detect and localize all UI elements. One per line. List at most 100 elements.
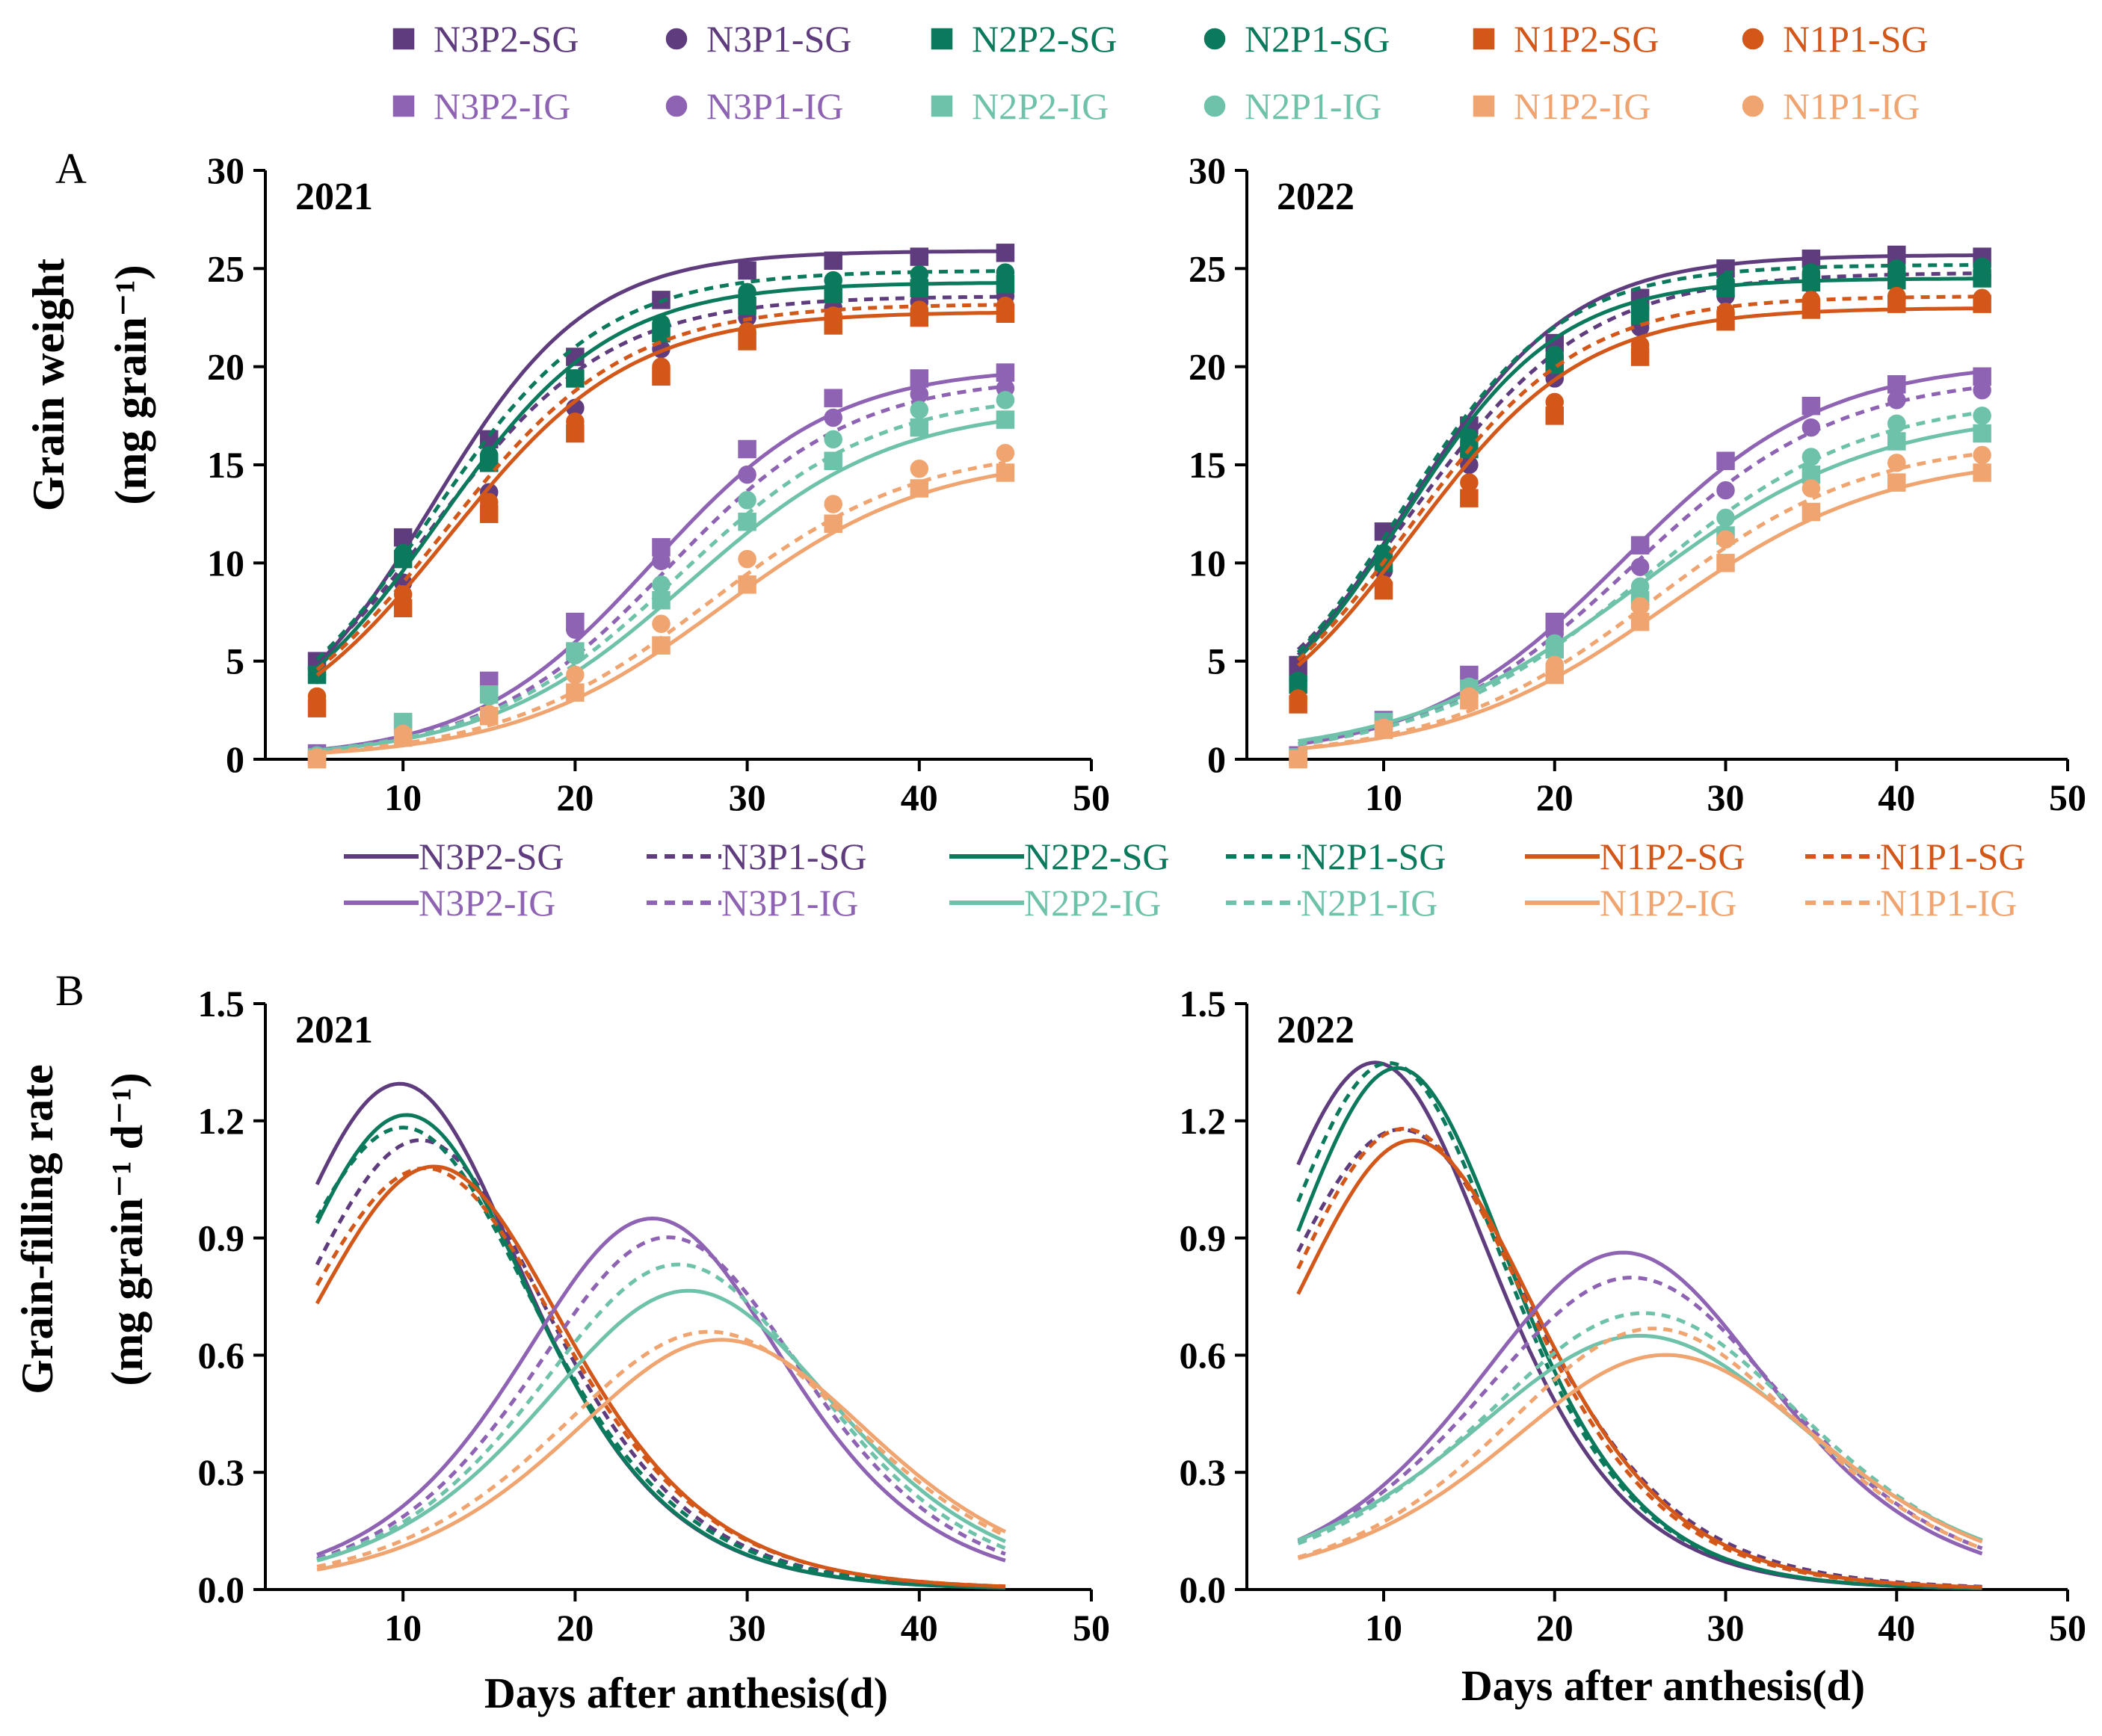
a-2021-series-n3p2-sg-point: [393, 528, 413, 547]
a-2022-series-n1p1-sg-point: [1289, 689, 1307, 708]
a-2022-series-n1p1-sg-point: [1460, 473, 1479, 492]
a-2021-series-n3p2-sg-point: [824, 251, 842, 271]
a-2022-y-tick-label: 10: [1189, 542, 1226, 584]
a-2022-series-n2p1-ig-point: [1630, 577, 1650, 596]
a-2021-series-n1p1-ig-point: [566, 665, 585, 685]
a-2022-series-n1p1-sg-line: [1296, 294, 1982, 662]
a-2021-x-tick-label: 10: [384, 776, 422, 818]
a-2021-series-n1p1-sg-line: [315, 303, 1005, 671]
a-2022-series-n3p1-ig-point: [1802, 418, 1821, 437]
x-axis-label-left: Days after anthesis(d): [484, 1669, 888, 1717]
a-2022-series-n1p1-ig-point: [1802, 479, 1821, 498]
a-2022-series-n1p1-ig-line: [1298, 451, 1982, 750]
a-2022-x-tick-label: 20: [1536, 776, 1574, 818]
b-2022-series-n1p2-ig-line: [1297, 1353, 1983, 1560]
legend-a-n1p2-sg-label: N1P2-SG: [1514, 18, 1659, 60]
b-2022-series-n1p1-ig-line: [1297, 1326, 1983, 1560]
a-2022-series-n3p1-ig-point: [1716, 481, 1735, 500]
a-2021-series-n2p1-ig-point: [996, 391, 1015, 410]
a-2022-series-n1p1-sg-point: [1973, 288, 1991, 307]
a-2022-series-n3p1-ig-point: [1630, 557, 1650, 576]
a-2022-series-n3p2-ig-point: [1716, 451, 1735, 470]
b-2022-y-tick-label: 0.0: [1180, 1569, 1227, 1610]
b-2022-x-tick-label: 30: [1707, 1607, 1745, 1649]
b-2021-series-n1p1-sg-line: [315, 1166, 1005, 1589]
a-2021-series-n2p1-sg-point: [393, 543, 413, 563]
legend-a-n2p2-ig-marker: [931, 95, 953, 117]
a-2021-series-n2p1-sg-point: [824, 271, 842, 290]
a-2021-y-tick-label: 20: [207, 346, 244, 388]
a-2022-y-tick-label: 20: [1189, 346, 1226, 388]
a-2021-series-n2p1-ig-point: [566, 646, 585, 665]
legend-a: N3P2-SG N3P1-SG N2P2-SG N2P1-SG N1P2-SG N1P1-…: [392, 18, 1928, 127]
legend-b-n2p2-sg-label: N2P2-SG: [1024, 835, 1169, 877]
a-2022-series-n2p1-sg-point: [1545, 345, 1564, 365]
a-2022-series-n1p1-ig-point: [1374, 718, 1393, 738]
a-2021-series-n1p1-sg-point: [824, 306, 842, 325]
a-2022-series-n3p2-ig-point: [1630, 536, 1650, 555]
a-2021-series-n3p2-ig-point: [910, 369, 929, 388]
a-2021-series-n2p1-sg-point: [910, 265, 929, 284]
legend-a-n1p2-ig-label: N1P2-IG: [1514, 85, 1651, 127]
a-2022-series-n1p2-sg-point: [1460, 489, 1479, 507]
a-2021-series-n1p1-ig-point: [910, 460, 929, 478]
a-2022-series-n3p2-ig-point: [1887, 375, 1906, 394]
legend-b: N3P2-SG N3P1-SG N2P2-SG N2P1-SG N1P2-SG N1P1-…: [344, 835, 2025, 924]
a-2022-series-n2p1-ig-point: [1887, 414, 1906, 433]
legend-a-n3p1-ig-marker: [665, 95, 688, 117]
a-2022-series-n2p1-sg-point: [1460, 427, 1479, 447]
a-2022-series-n1p1-ig-point: [1289, 750, 1307, 769]
a-2021-series-n2p1-ig-point: [738, 491, 756, 510]
a-2022-series-n1p2-ig-point: [1716, 554, 1735, 572]
y-axis-label-b-line1: Grain-filling rate: [13, 1064, 62, 1394]
a-2021-series-n2p1-sg-point: [738, 282, 756, 302]
a-2021-series-n3p1-ig-point: [738, 465, 756, 484]
a-2022-series-n1p1-ig-point: [1460, 687, 1479, 706]
a-2022-y-tick-label: 30: [1189, 149, 1226, 191]
a-2022-series-n2p1-sg-point: [1802, 263, 1821, 282]
a-2021-x-tick-label: 30: [729, 776, 766, 818]
a-2022-series-n2p2-ig-point: [1887, 432, 1906, 451]
legend-a-n3p2-sg-label: N3P2-SG: [434, 18, 579, 60]
a-2021-series-n1p1-sg-point: [738, 322, 756, 341]
b-2021-y-tick-label: 0.6: [198, 1334, 245, 1376]
a-2021-axes: [264, 170, 1091, 761]
a-2021-series-n3p2-sg-point: [910, 247, 929, 266]
a-2021-series-n1p1-sg-point: [652, 357, 671, 376]
a-2021-series-n1p1-ig-point: [738, 549, 756, 569]
b-2022-y-tick-label: 0.9: [1180, 1217, 1227, 1259]
a-2021-y-tick-label: 10: [207, 542, 244, 584]
legend-b-n3p2-sg-label: N3P2-SG: [419, 835, 564, 877]
b-2021-series-n3p1-ig-line: [316, 1235, 1006, 1560]
a-2022-series-n2p1-ig-point: [1545, 634, 1564, 653]
legend-a-n1p1-ig-marker: [1742, 95, 1764, 117]
legend-a-n3p2-sg-marker: [392, 28, 415, 50]
b-2021-x-tick-label: 40: [901, 1607, 938, 1649]
panel-a-letter: A: [55, 144, 87, 193]
legend-a-n1p1-sg-label: N1P1-SG: [1783, 18, 1928, 60]
a-2022-series-n1p2-ig-point: [1802, 502, 1821, 522]
b-2022-series-n3p2-ig-line: [1297, 1250, 1983, 1556]
b-2022-y-tick-label: 0.6: [1180, 1334, 1227, 1376]
a-2021-series-n2p1-sg-point: [652, 314, 671, 333]
a-2021-series-n2p2-ig-point: [652, 590, 671, 610]
a-2021-series-n1p1-sg-point: [307, 687, 327, 706]
y-axis-label-b-line2: (mg grain⁻¹ d⁻¹): [102, 1072, 152, 1386]
a-2021-series-n1p2-sg-line: [315, 310, 1005, 677]
b-2022-year-label: 2022: [1277, 1009, 1354, 1051]
x-axis-label-right: Days after anthesis(d): [1461, 1661, 1865, 1710]
legend-b-n1p2-ig-label: N1P2-IG: [1600, 882, 1736, 924]
b-2021-series-n2p1-ig-line: [316, 1262, 1006, 1562]
panel-b-2022-plot: 10 20 30 40 50 0.0 0.3 0.6 0.9 1.2 1.5 2022: [1180, 983, 2087, 1649]
a-2021-series-n1p2-ig-point: [996, 463, 1015, 482]
legend-b-n3p1-sg-label: N3P1-SG: [721, 835, 866, 877]
b-2021-y-tick-label: 0.3: [198, 1451, 245, 1493]
a-2021-year-label: 2021: [295, 176, 373, 218]
legend-b-n1p2-sg-label: N1P2-SG: [1600, 835, 1745, 877]
legend-a-n2p1-ig-marker: [1203, 95, 1226, 117]
a-2022-year-label: 2022: [1277, 176, 1354, 218]
a-2021-series-n1p1-ig-point: [307, 748, 327, 767]
legend-a-n2p1-ig-label: N2P1-IG: [1245, 85, 1381, 127]
a-2022-axes: [1245, 170, 2068, 761]
